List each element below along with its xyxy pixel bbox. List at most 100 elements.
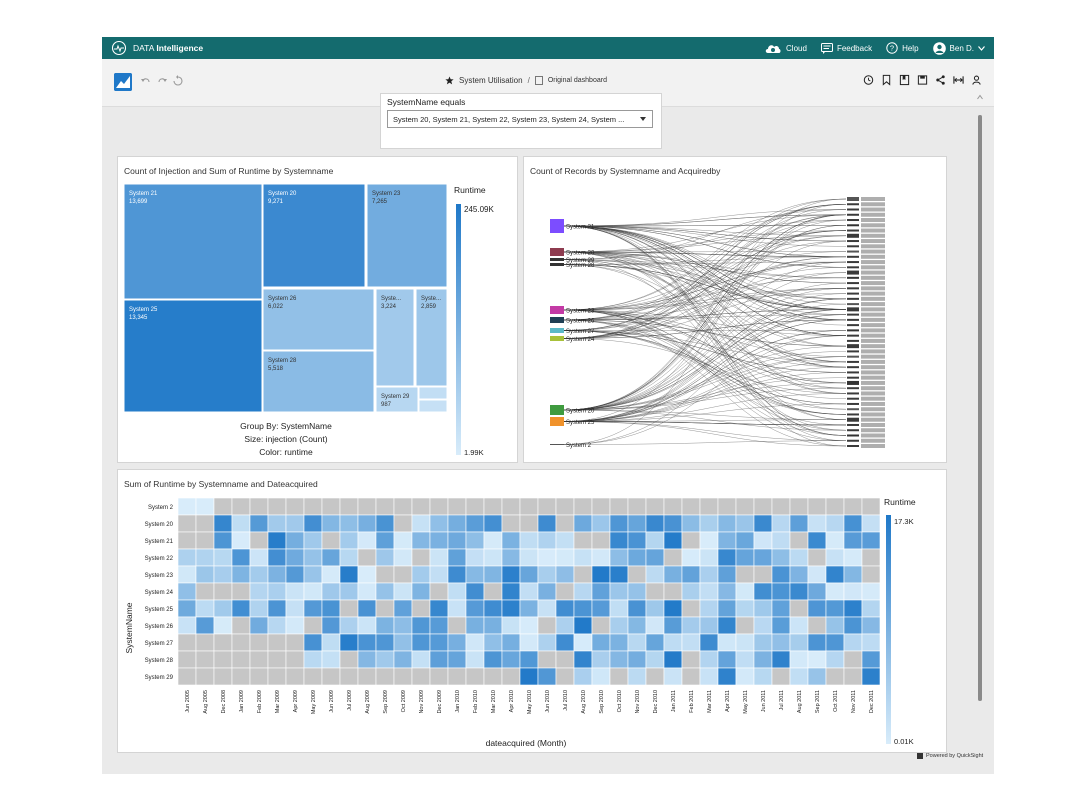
heatmap-cell[interactable]: [735, 548, 755, 567]
heatmap-cell[interactable]: [213, 667, 233, 686]
heatmap-cell[interactable]: [717, 650, 737, 669]
heatmap-cell[interactable]: [429, 633, 449, 652]
heatmap-cell[interactable]: [591, 565, 611, 584]
heatmap-cell[interactable]: [537, 582, 557, 601]
heatmap-cell[interactable]: [789, 582, 809, 601]
heatmap-cell[interactable]: [591, 531, 611, 550]
heatmap-cell[interactable]: [411, 514, 431, 533]
heatmap-cell[interactable]: [555, 599, 575, 618]
heatmap-cell[interactable]: [321, 582, 341, 601]
heatmap-cell[interactable]: [627, 531, 647, 550]
heatmap-cell[interactable]: [321, 633, 341, 652]
heatmap-cell[interactable]: [789, 514, 809, 533]
heatmap-cell[interactable]: [699, 599, 719, 618]
heatmap-cell[interactable]: [447, 599, 467, 618]
heatmap-cell[interactable]: [771, 497, 791, 516]
heatmap-cell[interactable]: [357, 633, 377, 652]
heatmap-cell[interactable]: [285, 497, 305, 516]
heatmap-cell[interactable]: [483, 531, 503, 550]
heatmap-cell[interactable]: [717, 667, 737, 686]
heatmap-cell[interactable]: [555, 633, 575, 652]
brand[interactable]: DATA Intelligence: [111, 40, 203, 56]
heatmap-cell[interactable]: [303, 497, 323, 516]
sankey-target-node[interactable]: [847, 208, 859, 211]
heatmap-cell[interactable]: [555, 548, 575, 567]
heatmap-cell[interactable]: [465, 667, 485, 686]
heatmap-cell[interactable]: [519, 565, 539, 584]
heatmap-cell[interactable]: [213, 548, 233, 567]
heatmap-cell[interactable]: [339, 667, 359, 686]
sankey-target-node[interactable]: [847, 261, 859, 264]
heatmap-cell[interactable]: [303, 599, 323, 618]
heatmap-cell[interactable]: [339, 650, 359, 669]
heatmap-cell[interactable]: [177, 548, 197, 567]
heatmap-cell[interactable]: [285, 599, 305, 618]
treemap-tile[interactable]: [375, 386, 419, 413]
heatmap-cell[interactable]: [699, 667, 719, 686]
heatmap-cell[interactable]: [519, 599, 539, 618]
redo-icon[interactable]: [156, 75, 168, 87]
heatmap-cell[interactable]: [753, 667, 773, 686]
heatmap-cell[interactable]: [195, 582, 215, 601]
heatmap-cell[interactable]: [573, 548, 593, 567]
heatmap-cell[interactable]: [573, 616, 593, 635]
heatmap-cell[interactable]: [663, 514, 683, 533]
fit-width-icon[interactable]: [953, 74, 964, 86]
heatmap-cell[interactable]: [195, 514, 215, 533]
heatmap-cell[interactable]: [285, 633, 305, 652]
heatmap-cell[interactable]: [771, 616, 791, 635]
heatmap-cell[interactable]: [519, 531, 539, 550]
heatmap-cell[interactable]: [753, 650, 773, 669]
share-icon[interactable]: [935, 74, 946, 86]
heatmap-cell[interactable]: [573, 599, 593, 618]
heatmap-cell[interactable]: [213, 633, 233, 652]
heatmap-cell[interactable]: [699, 565, 719, 584]
heatmap-cell[interactable]: [447, 497, 467, 516]
heatmap-cell[interactable]: [501, 531, 521, 550]
sankey-target-node[interactable]: [847, 292, 859, 295]
treemap-tile[interactable]: [375, 288, 415, 387]
heatmap-cell[interactable]: [825, 667, 845, 686]
heatmap-cell[interactable]: [627, 667, 647, 686]
heatmap-cell[interactable]: [357, 497, 377, 516]
heatmap-cell[interactable]: [555, 497, 575, 516]
heatmap-cell[interactable]: [177, 667, 197, 686]
heatmap-cell[interactable]: [609, 599, 629, 618]
heatmap-cell[interactable]: [753, 599, 773, 618]
heatmap-cell[interactable]: [501, 667, 521, 686]
heatmap-cell[interactable]: [177, 633, 197, 652]
heatmap-cell[interactable]: [465, 497, 485, 516]
heatmap-cell[interactable]: [249, 582, 269, 601]
heatmap-cell[interactable]: [231, 514, 251, 533]
sankey-target-node[interactable]: [847, 339, 859, 342]
heatmap-cell[interactable]: [339, 599, 359, 618]
heatmap-cell[interactable]: [249, 548, 269, 567]
heatmap-cell[interactable]: [645, 633, 665, 652]
heatmap-cell[interactable]: [717, 633, 737, 652]
sankey-target-node[interactable]: [847, 423, 859, 426]
heatmap-cell[interactable]: [861, 514, 881, 533]
heatmap-cell[interactable]: [681, 531, 701, 550]
sankey-target-node[interactable]: [847, 366, 859, 369]
sankey-target-node[interactable]: [847, 355, 859, 358]
heatmap-cell[interactable]: [645, 582, 665, 601]
heatmap-cell[interactable]: [825, 565, 845, 584]
sankey-target-node[interactable]: [847, 213, 859, 216]
heatmap-cell[interactable]: [591, 667, 611, 686]
treemap-tile[interactable]: [418, 386, 448, 400]
heatmap-cell[interactable]: [699, 514, 719, 533]
heatmap-cell[interactable]: [483, 582, 503, 601]
sankey-target-node[interactable]: [847, 387, 859, 390]
heatmap-cell[interactable]: [465, 650, 485, 669]
heatmap-cell[interactable]: [717, 531, 737, 550]
heatmap-cell[interactable]: [753, 565, 773, 584]
heatmap-cell[interactable]: [375, 531, 395, 550]
heatmap-cell[interactable]: [483, 650, 503, 669]
heatmap-cell[interactable]: [285, 582, 305, 601]
heatmap-cell[interactable]: [195, 531, 215, 550]
heatmap-cell[interactable]: [465, 599, 485, 618]
heatmap-cell[interactable]: [267, 650, 287, 669]
scroll-up-arrow-icon[interactable]: [977, 94, 983, 100]
heatmap-cell[interactable]: [555, 650, 575, 669]
heatmap-cell[interactable]: [213, 599, 233, 618]
